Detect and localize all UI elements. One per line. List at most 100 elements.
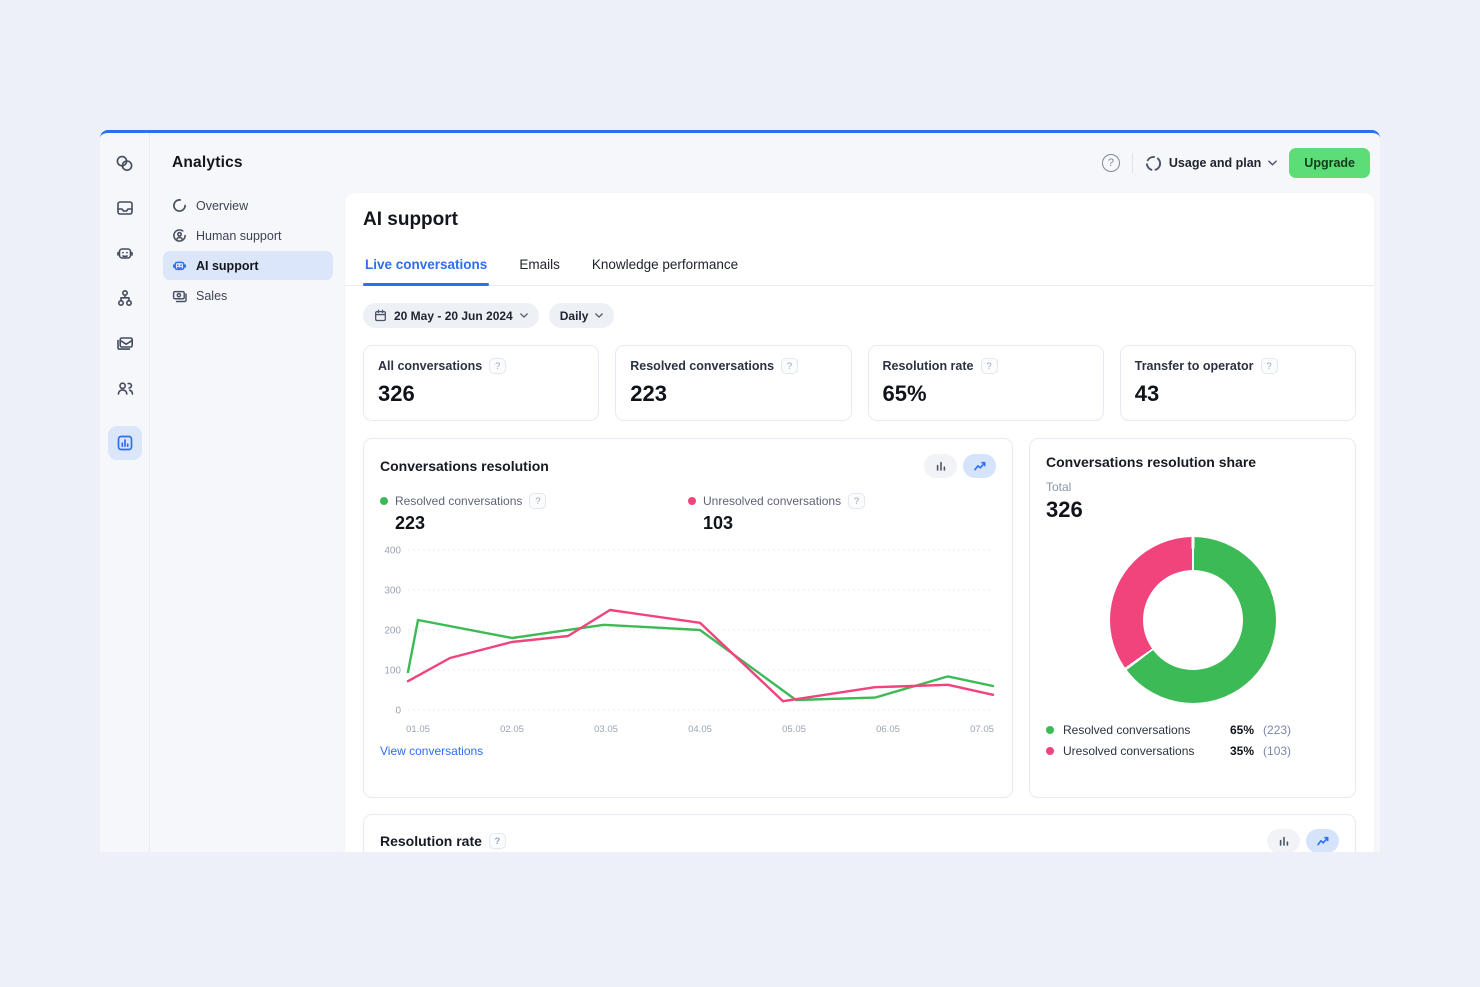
nav-item-human-support[interactable]: Human support	[163, 221, 333, 250]
resolution-share-card: Conversations resolution share Total 326…	[1029, 438, 1356, 798]
svg-text:07.05: 07.05	[970, 724, 994, 735]
analytics-nav: Overview Human support	[150, 191, 346, 311]
view-conversations-link[interactable]: View conversations	[380, 744, 484, 758]
svg-text:100: 100	[384, 666, 401, 677]
bar-view-toggle[interactable]	[924, 454, 957, 478]
legend-label: Uresolved conversations	[1063, 743, 1195, 758]
svg-text:300: 300	[384, 586, 401, 597]
green-dot-icon	[380, 497, 388, 505]
tab-knowledge-performance[interactable]: Knowledge performance	[591, 257, 739, 272]
question-badge-icon[interactable]	[980, 358, 998, 374]
mail-icon[interactable]	[114, 332, 136, 354]
overview-icon	[172, 198, 187, 213]
question-badge-icon[interactable]	[488, 833, 506, 849]
nav-item-label: AI support	[196, 258, 259, 273]
nav-item-label: Human support	[196, 228, 282, 243]
icon-sidebar	[100, 133, 150, 852]
legend-count: (103)	[1263, 743, 1292, 758]
card-title: Resolution rate	[380, 833, 506, 849]
donut-legend: Resolved conversations 65% (223) Uresolv…	[1046, 719, 1339, 761]
stat-value: 326	[378, 381, 415, 406]
header-divider	[1131, 153, 1133, 173]
calendar-icon	[375, 309, 386, 322]
question-badge-icon[interactable]	[1260, 358, 1278, 374]
tab-emails[interactable]: Emails	[519, 257, 560, 272]
stat-card-resolution-rate: Resolution rate 65%	[867, 345, 1104, 421]
svg-text:200: 200	[384, 626, 401, 637]
legend-label: Unresolved conversations	[703, 494, 842, 508]
nav-item-label: Overview	[196, 198, 249, 213]
app-window: Analytics Usage and plan Upgrade	[100, 130, 1380, 852]
question-badge-icon[interactable]	[848, 493, 866, 509]
legend-pct: 35%	[1230, 743, 1255, 758]
usage-label: Usage and plan	[1168, 156, 1262, 170]
granularity-picker[interactable]: Daily	[548, 303, 615, 328]
nav-item-overview[interactable]: Overview	[163, 191, 333, 220]
stat-value: 43	[1134, 381, 1160, 406]
line-view-toggle[interactable]	[963, 454, 996, 478]
upgrade-button[interactable]: Upgrade	[1289, 148, 1370, 178]
legend-value: 103	[703, 513, 734, 533]
stat-label: Transfer to operator	[1134, 359, 1254, 373]
legend-pct: 65%	[1230, 722, 1255, 737]
bar-chart-icon	[936, 461, 945, 471]
human-support-icon	[172, 228, 187, 243]
svg-text:03.05: 03.05	[594, 724, 618, 735]
card-title-text: Resolution rate	[380, 833, 482, 849]
pink-dot-icon	[1046, 746, 1054, 755]
chevron-down-icon	[519, 313, 528, 318]
stat-label: All conversations	[378, 359, 483, 373]
contacts-icon[interactable]	[114, 377, 136, 399]
card-title: Conversations resolution	[380, 458, 549, 474]
legend-count: (223)	[1263, 722, 1292, 737]
stat-card-all-conversations: All conversations 326	[363, 345, 600, 421]
filter-bar: 20 May - 20 Jun 2024 Daily	[363, 303, 1356, 328]
inbox-icon[interactable]	[114, 197, 136, 219]
svg-text:04.05: 04.05	[688, 724, 712, 735]
svg-text:01.05: 01.05	[406, 724, 430, 735]
date-range-picker[interactable]: 20 May - 20 Jun 2024	[363, 303, 539, 328]
question-badge-icon[interactable]	[489, 358, 507, 374]
bar-chart-icon	[1279, 836, 1288, 846]
legend-label: Resolved conversations	[395, 494, 523, 508]
nav-item-sales[interactable]: Sales	[163, 281, 333, 310]
stat-label: Resolved conversations	[630, 359, 775, 373]
usage-and-plan-dropdown[interactable]: Usage and plan	[1145, 155, 1278, 172]
stat-cards-row: All conversations 326 Resolved conversat…	[363, 345, 1356, 421]
svg-text:02.05: 02.05	[500, 724, 524, 735]
legend-value: 223	[395, 513, 426, 533]
legend-resolved: Resolved conversations 223	[380, 493, 688, 534]
ai-support-icon	[172, 258, 187, 273]
card-title: Conversations resolution share	[1046, 454, 1257, 470]
chart-view-toggles	[1267, 829, 1339, 852]
nav-item-label: Sales	[196, 288, 228, 303]
help-icon[interactable]	[1101, 154, 1120, 172]
chart-view-toggles	[924, 454, 996, 478]
resolution-line-chart: 0 100 200 300 400 01.05 02.05 03.05 04.05 05.05 06…	[384, 546, 995, 735]
donut-legend-unresolved: Uresolved conversations 35% (103)	[1046, 740, 1339, 761]
top-header: Analytics Usage and plan Upgrade	[150, 133, 1380, 193]
resolution-rate-card: Resolution rate	[363, 814, 1356, 852]
bar-view-toggle[interactable]	[1267, 829, 1300, 852]
chatbot-icon[interactable]	[114, 242, 136, 264]
stat-value: 65%	[882, 381, 927, 406]
app-logo-icon[interactable]	[114, 152, 136, 174]
granularity-value: Daily	[559, 308, 589, 323]
stat-value: 223	[630, 381, 667, 406]
header-actions: Usage and plan Upgrade	[1101, 148, 1370, 178]
tab-live-conversations[interactable]: Live conversations	[363, 251, 490, 286]
question-badge-icon[interactable]	[781, 358, 799, 374]
automation-flow-icon[interactable]	[114, 287, 136, 309]
stat-card-transfer-to-operator: Transfer to operator 43	[1119, 345, 1356, 421]
page-title: Analytics	[172, 154, 243, 171]
svg-text:05.05: 05.05	[782, 724, 806, 735]
question-badge-icon[interactable]	[529, 493, 547, 509]
nav-item-ai-support[interactable]: AI support	[163, 251, 333, 280]
analytics-icon[interactable]	[107, 426, 142, 460]
stat-label: Resolution rate	[882, 359, 974, 373]
donut-legend-resolved: Resolved conversations 65% (223)	[1046, 719, 1339, 740]
line-view-toggle[interactable]	[1306, 829, 1339, 852]
main-panel: AI support Live conversations Emails Kno…	[345, 193, 1374, 852]
legend-unresolved: Unresolved conversations 103	[688, 493, 996, 534]
